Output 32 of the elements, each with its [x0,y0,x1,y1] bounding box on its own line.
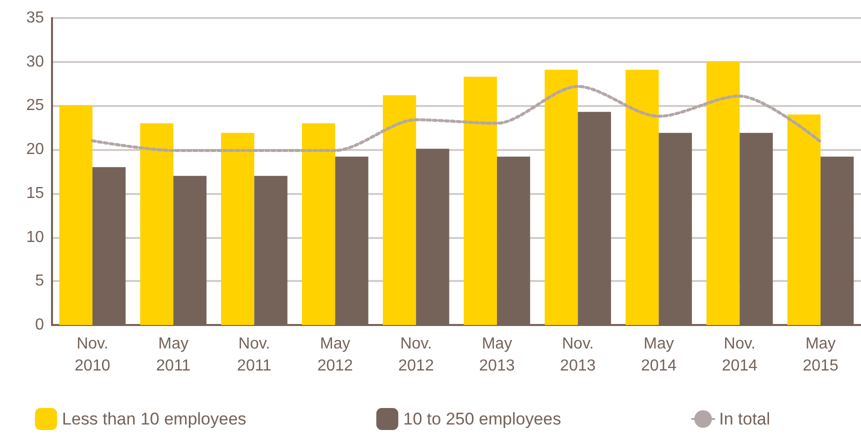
bar [59,106,92,325]
y-tick-label: 10 [26,228,44,246]
bar [706,62,740,325]
bar [140,123,174,325]
x-tick-label: Nov. 2010 [74,336,110,374]
y-tick-label: 5 [35,272,44,290]
bar [382,95,416,325]
x-tick-label: May 2011 [156,336,191,374]
bar [787,114,821,325]
y-tick-label: 0 [35,316,44,334]
y-tick-label: 15 [26,184,44,202]
y-tick-label: 20 [26,141,44,158]
legend-label: 10 to 250 employees [403,410,562,428]
legend-label: Less than 10 employees [62,410,246,428]
y-tick-label: 25 [26,97,44,114]
bar [221,132,254,325]
bar [544,70,578,325]
x-tick-label: May 2015 [802,336,838,374]
line-series [90,84,822,152]
x-tick-label: May 2014 [640,336,677,374]
x-tick-label: Nov. 2013 [560,336,596,374]
x-tick-label: Nov. 2012 [398,336,434,374]
legend-label: In total [719,410,770,428]
x-tick-label: Nov. 2014 [722,336,758,374]
bar [302,123,336,325]
bar [626,70,659,325]
y-tick-label: 35 [26,10,44,26]
bar [464,76,497,325]
x-tick-label: Nov. 2011 [237,336,272,374]
y-tick-label: 30 [26,53,44,70]
x-tick-label: May 2013 [479,336,515,374]
x-tick-label: May 2012 [317,336,354,374]
